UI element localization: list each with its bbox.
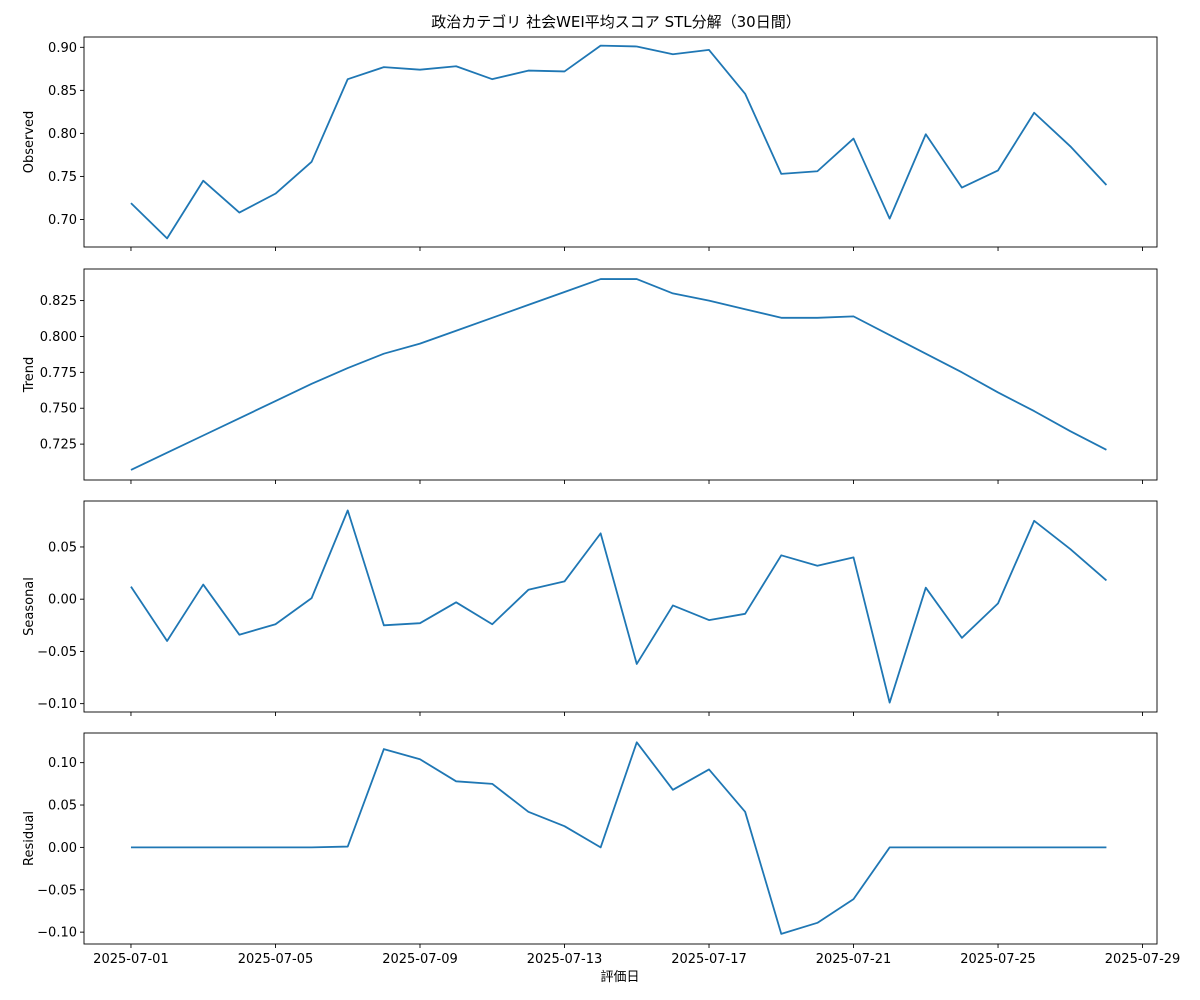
series-line-observed [130, 44, 1108, 240]
y-tick-label: 0.75 [48, 170, 77, 185]
x-tick-label: 2025-07-25 [960, 952, 1036, 967]
y-tick-label: 0.750 [40, 402, 77, 417]
y-axis-label: Residual [22, 811, 37, 866]
chart-title: 政治カテゴリ 社会WEI平均スコア STL分解（30日間） [431, 13, 801, 31]
y-tick-label: −0.05 [37, 645, 77, 660]
y-tick-label: 0.05 [48, 799, 77, 814]
y-tick-label: 0.10 [48, 756, 77, 771]
y-tick-label: 0.80 [48, 127, 77, 142]
y-tick-label: −0.10 [37, 926, 77, 941]
plot-frame [83, 36, 1158, 248]
panel-seasonal: 0.05 0.00 −0.05 −0.10 Seasonal [22, 500, 1158, 716]
x-tick-label: 2025-07-17 [671, 952, 747, 967]
plot-frame [83, 500, 1158, 713]
y-tick-label: 0.90 [48, 41, 77, 56]
y-axis-label: Observed [22, 111, 37, 174]
y-tick-label: 0.00 [48, 593, 77, 608]
y-axis-label: Trend [22, 357, 37, 394]
x-tick-label: 2025-07-01 [93, 952, 169, 967]
y-tick-label: 0.725 [40, 438, 77, 453]
y-tick-label: −0.05 [37, 883, 77, 898]
panel-residual: 0.10 0.05 0.00 −0.05 −0.10 2025-07-01 2025-07-… [22, 732, 1181, 967]
x-tick-label: 2025-07-13 [527, 952, 603, 967]
series-line-seasonal [130, 509, 1108, 704]
series-line-trend [130, 278, 1107, 471]
y-tick-label: 0.825 [40, 294, 77, 309]
x-tick-label: 2025-07-29 [1105, 952, 1181, 967]
x-tick-label: 2025-07-09 [382, 952, 458, 967]
y-tick-label: −0.10 [37, 697, 77, 712]
y-tick-label: 0.05 [48, 540, 77, 555]
y-axis-label: Seasonal [22, 577, 37, 636]
y-tick-label: 0.00 [48, 841, 77, 856]
x-axis-label: 評価日 [600, 970, 640, 985]
y-tick-label: 0.85 [48, 84, 77, 99]
x-tick-label: 2025-07-05 [238, 952, 314, 967]
panel-observed: 0.70 0.75 0.80 0.85 0.90 Observed [22, 36, 1158, 251]
x-tick-label: 2025-07-21 [816, 952, 892, 967]
y-tick-label: 0.70 [48, 213, 77, 228]
panel-trend: 0.725 0.750 0.775 0.800 0.825 Trend [22, 268, 1158, 484]
plot-frame [83, 268, 1158, 481]
series-line-residual [130, 741, 1107, 935]
plot-frame [83, 732, 1158, 945]
y-tick-label: 0.775 [40, 366, 77, 381]
y-tick-label: 0.800 [40, 330, 77, 345]
